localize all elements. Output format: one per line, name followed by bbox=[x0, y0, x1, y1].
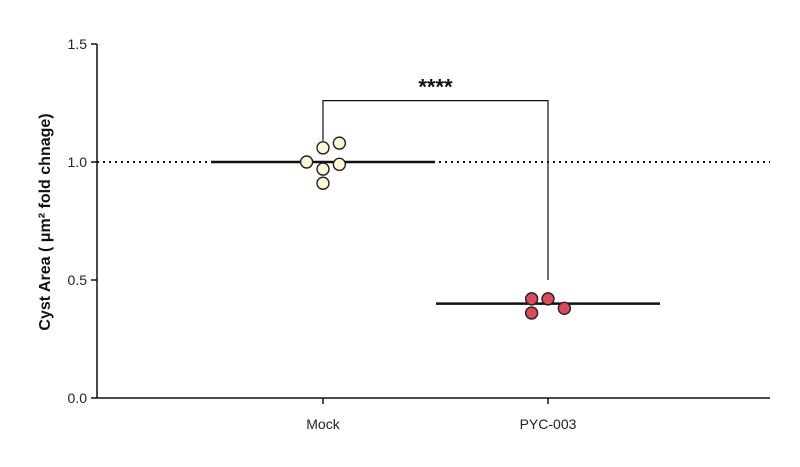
significance-bracket bbox=[322, 100, 549, 280]
data-point bbox=[299, 155, 314, 169]
y-tick-label: 1.0 bbox=[68, 154, 88, 170]
data-point bbox=[541, 292, 555, 306]
data-point bbox=[524, 292, 539, 306]
y-tick-label: 1.5 bbox=[68, 36, 88, 52]
y-tick-label: 0.5 bbox=[68, 272, 88, 288]
data-point bbox=[316, 141, 330, 155]
axes: 0.0 0.5 1.0 1.5 Mock PYC-003 bbox=[68, 36, 770, 432]
marks bbox=[97, 100, 770, 320]
y-axis-label: Cyst Area ( μm² fold chnage) bbox=[37, 113, 54, 330]
y-tick-label: 0.0 bbox=[68, 390, 88, 406]
significance-label: **** bbox=[418, 75, 453, 100]
data-point bbox=[524, 306, 539, 320]
data-point bbox=[316, 176, 330, 190]
data-point bbox=[332, 136, 347, 150]
x-tick-label: Mock bbox=[306, 416, 340, 432]
data-point bbox=[316, 162, 330, 176]
x-tick-label: PYC-003 bbox=[520, 416, 577, 432]
data-point bbox=[557, 301, 572, 316]
data-point bbox=[332, 157, 347, 172]
